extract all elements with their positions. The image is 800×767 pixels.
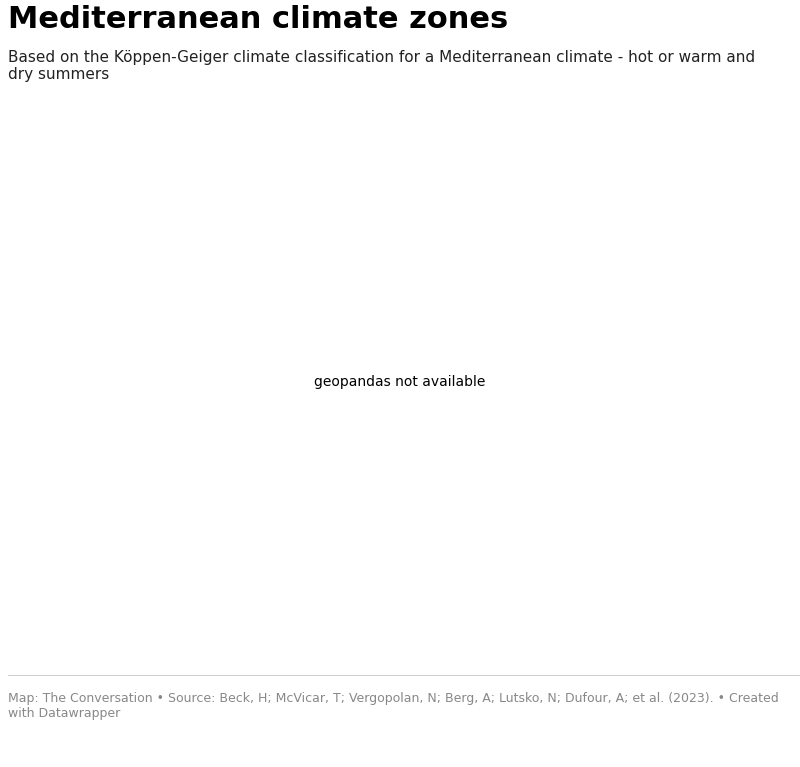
- Text: Map: The Conversation • Source: Beck, H; McVicar, T; Vergopolan, N; Berg, A; Lut: Map: The Conversation • Source: Beck, H;…: [8, 692, 778, 720]
- Text: geopandas not available: geopandas not available: [314, 374, 486, 389]
- Text: Based on the Köppen-Geiger climate classification for a Mediterranean climate - : Based on the Köppen-Geiger climate class…: [8, 50, 755, 82]
- Text: Mediterranean climate zones: Mediterranean climate zones: [8, 5, 508, 34]
